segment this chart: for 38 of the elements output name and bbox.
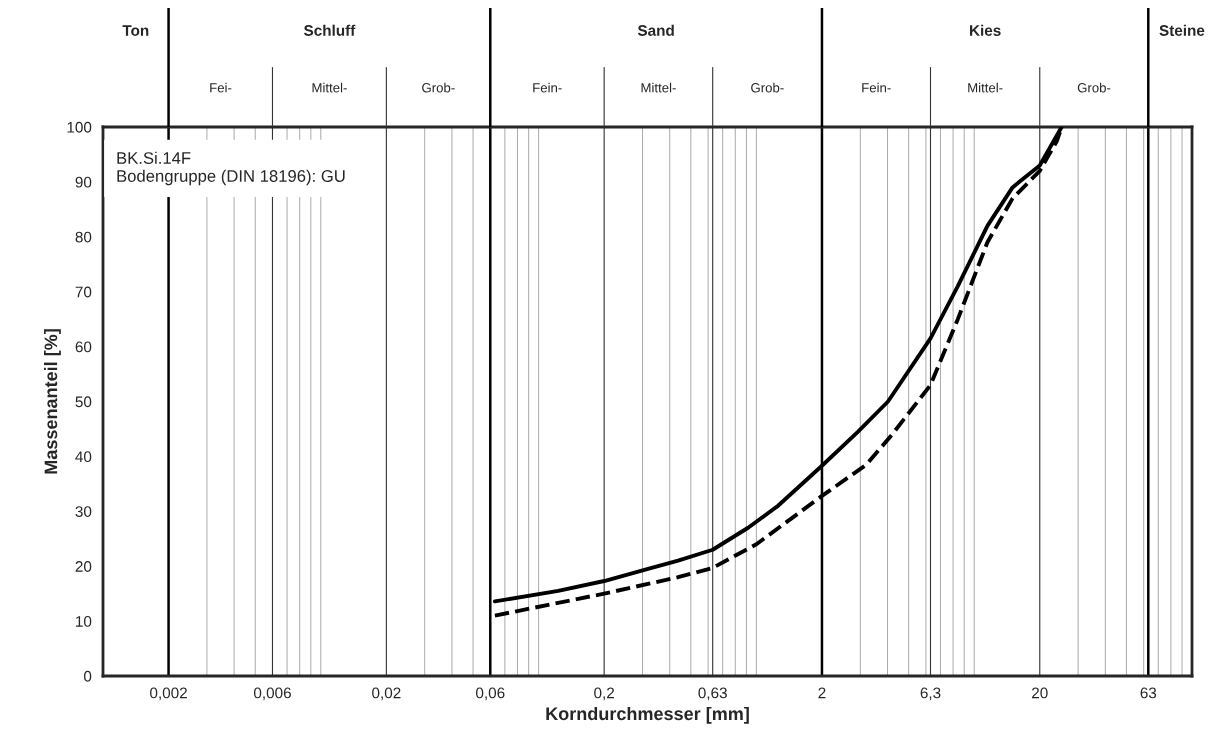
text: Fein-: [862, 82, 891, 93]
x-tick-label: 0,006: [253, 687, 291, 701]
y-tick-label: 40: [75, 451, 92, 463]
annotation: BK.Si.14F Bodengruppe (DIN 18196): GU: [117, 151, 345, 186]
x-tick-label: 0,63: [698, 687, 727, 701]
text: Grob-: [751, 82, 784, 93]
text: Grob-: [1077, 82, 1111, 93]
x-tick-label: 63: [1140, 687, 1157, 699]
x-tick-label: 0,02: [372, 687, 401, 701]
x-tick-label: 20: [1032, 687, 1048, 699]
y-tick-label: 60: [75, 341, 92, 353]
text: Ton: [122, 25, 149, 36]
x-tick-label: 0,2: [594, 687, 615, 701]
text: Schluff: [303, 24, 356, 36]
y-tick-label: 20: [75, 561, 92, 572]
y-tick-label: 100: [67, 121, 92, 133]
text: Kies: [970, 24, 1001, 36]
text: Mittel-: [641, 82, 676, 93]
y-axis-title: Massenanteil [%]: [44, 329, 61, 474]
text: Steine: [1159, 24, 1205, 36]
text: Fein-: [533, 82, 562, 93]
y-tick-label: 30: [75, 506, 92, 517]
x-tick-label: 6,3: [920, 687, 941, 701]
x-axis-title: Korndurchmesser [mm]: [546, 706, 749, 724]
x-tick-label: 2: [818, 687, 826, 699]
text: Fei-: [210, 82, 232, 93]
y-tick-label: 90: [75, 176, 92, 188]
text: Mittel-: [968, 82, 1003, 93]
x-tick-label: 0,06: [476, 687, 505, 701]
y-tick-label: 50: [75, 396, 92, 408]
text: Grob-: [422, 82, 455, 93]
text: Sand: [637, 24, 674, 36]
y-tick-label: 80: [75, 231, 92, 243]
text: Mittel-: [312, 82, 347, 93]
y-tick-label: 70: [75, 286, 92, 298]
y-tick-label: 10: [76, 615, 92, 627]
y-tick-label: 0: [83, 670, 92, 682]
x-tick-label: 0,002: [150, 687, 187, 701]
